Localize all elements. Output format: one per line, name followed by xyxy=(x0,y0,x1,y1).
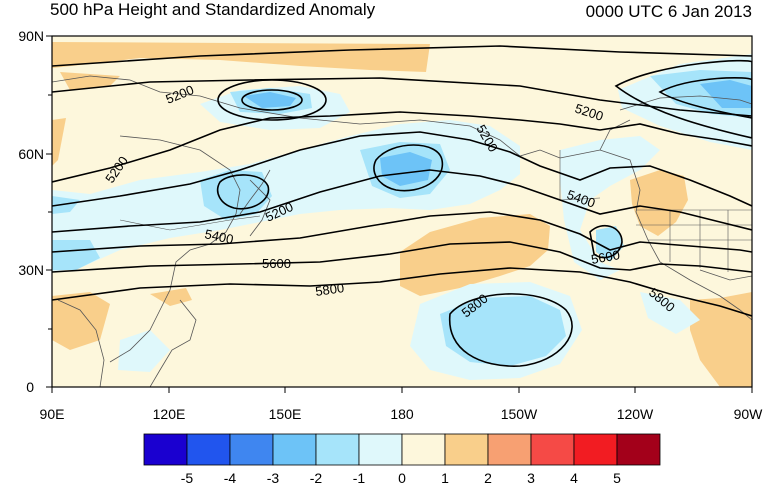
colorbar-tick-label: 1 xyxy=(441,470,449,486)
colorbar-swatch xyxy=(143,433,188,466)
contour-label-5800: 5800 xyxy=(314,280,345,299)
colorbar-swatch xyxy=(530,433,575,466)
lon-label-180: 180 xyxy=(390,406,414,422)
colorbar-tick-label: -2 xyxy=(310,470,323,486)
lon-label-120w: 120W xyxy=(617,406,654,422)
lon-label-90e: 90E xyxy=(40,406,65,422)
lat-label-30n: 30N xyxy=(18,262,44,278)
colorbar-tick-label: -5 xyxy=(181,470,194,486)
colorbar-swatch xyxy=(229,433,274,466)
colorbar-swatch xyxy=(272,433,317,466)
lon-label-150w: 150W xyxy=(501,406,538,422)
colorbar-tick-label: 2 xyxy=(484,470,492,486)
lat-label-0: 0 xyxy=(26,379,34,395)
colorbar-tick-label: -1 xyxy=(353,470,366,486)
positive-anomaly-shading xyxy=(52,42,752,387)
contour-label-5400: 5400 xyxy=(203,226,234,247)
colorbar-tick-label: 3 xyxy=(527,470,535,486)
lon-label-90w: 90W xyxy=(734,406,764,422)
colorbar-labels: -5 -4 -3 -2 -1 0 1 2 3 4 5 xyxy=(181,470,621,486)
lat-axis xyxy=(46,35,52,388)
colorbar-tick-label: 5 xyxy=(613,470,621,486)
colorbar-swatch xyxy=(358,433,403,466)
height-contours xyxy=(52,45,752,367)
lon-label-150e: 150E xyxy=(269,406,302,422)
colorbar-tick-label: 4 xyxy=(570,470,578,486)
colorbar-tick-label: -3 xyxy=(267,470,280,486)
lat-label-90n: 90N xyxy=(18,28,44,44)
lon-axis xyxy=(51,387,753,393)
colorbar-tick-label: 0 xyxy=(398,470,406,486)
contour-label-5600: 5600 xyxy=(590,247,621,267)
colorbar-swatch xyxy=(444,433,489,466)
colorbar-tick-label: -4 xyxy=(224,470,237,486)
political-borders xyxy=(119,150,752,272)
colorbar-swatch xyxy=(186,433,231,466)
contour-label-5600: 5600 xyxy=(262,256,291,271)
colorbar-swatch xyxy=(315,433,360,466)
valid-time: 0000 UTC 6 Jan 2013 xyxy=(585,2,752,21)
colorbar-swatch xyxy=(573,433,618,466)
lon-label-120e: 120E xyxy=(153,406,186,422)
map-title: 500 hPa Height and Standardized Anomaly xyxy=(50,0,376,19)
colorbar-swatch xyxy=(616,433,661,466)
core-negative-anomaly-shading xyxy=(244,80,752,186)
colorbar xyxy=(143,433,661,466)
lat-label-60n: 60N xyxy=(18,146,44,162)
colorbar-swatch xyxy=(487,433,532,466)
colorbar-swatch xyxy=(401,433,446,466)
contour-labels: 5200 5200 5200 5200 5200 5400 5400 5600 … xyxy=(102,82,678,320)
